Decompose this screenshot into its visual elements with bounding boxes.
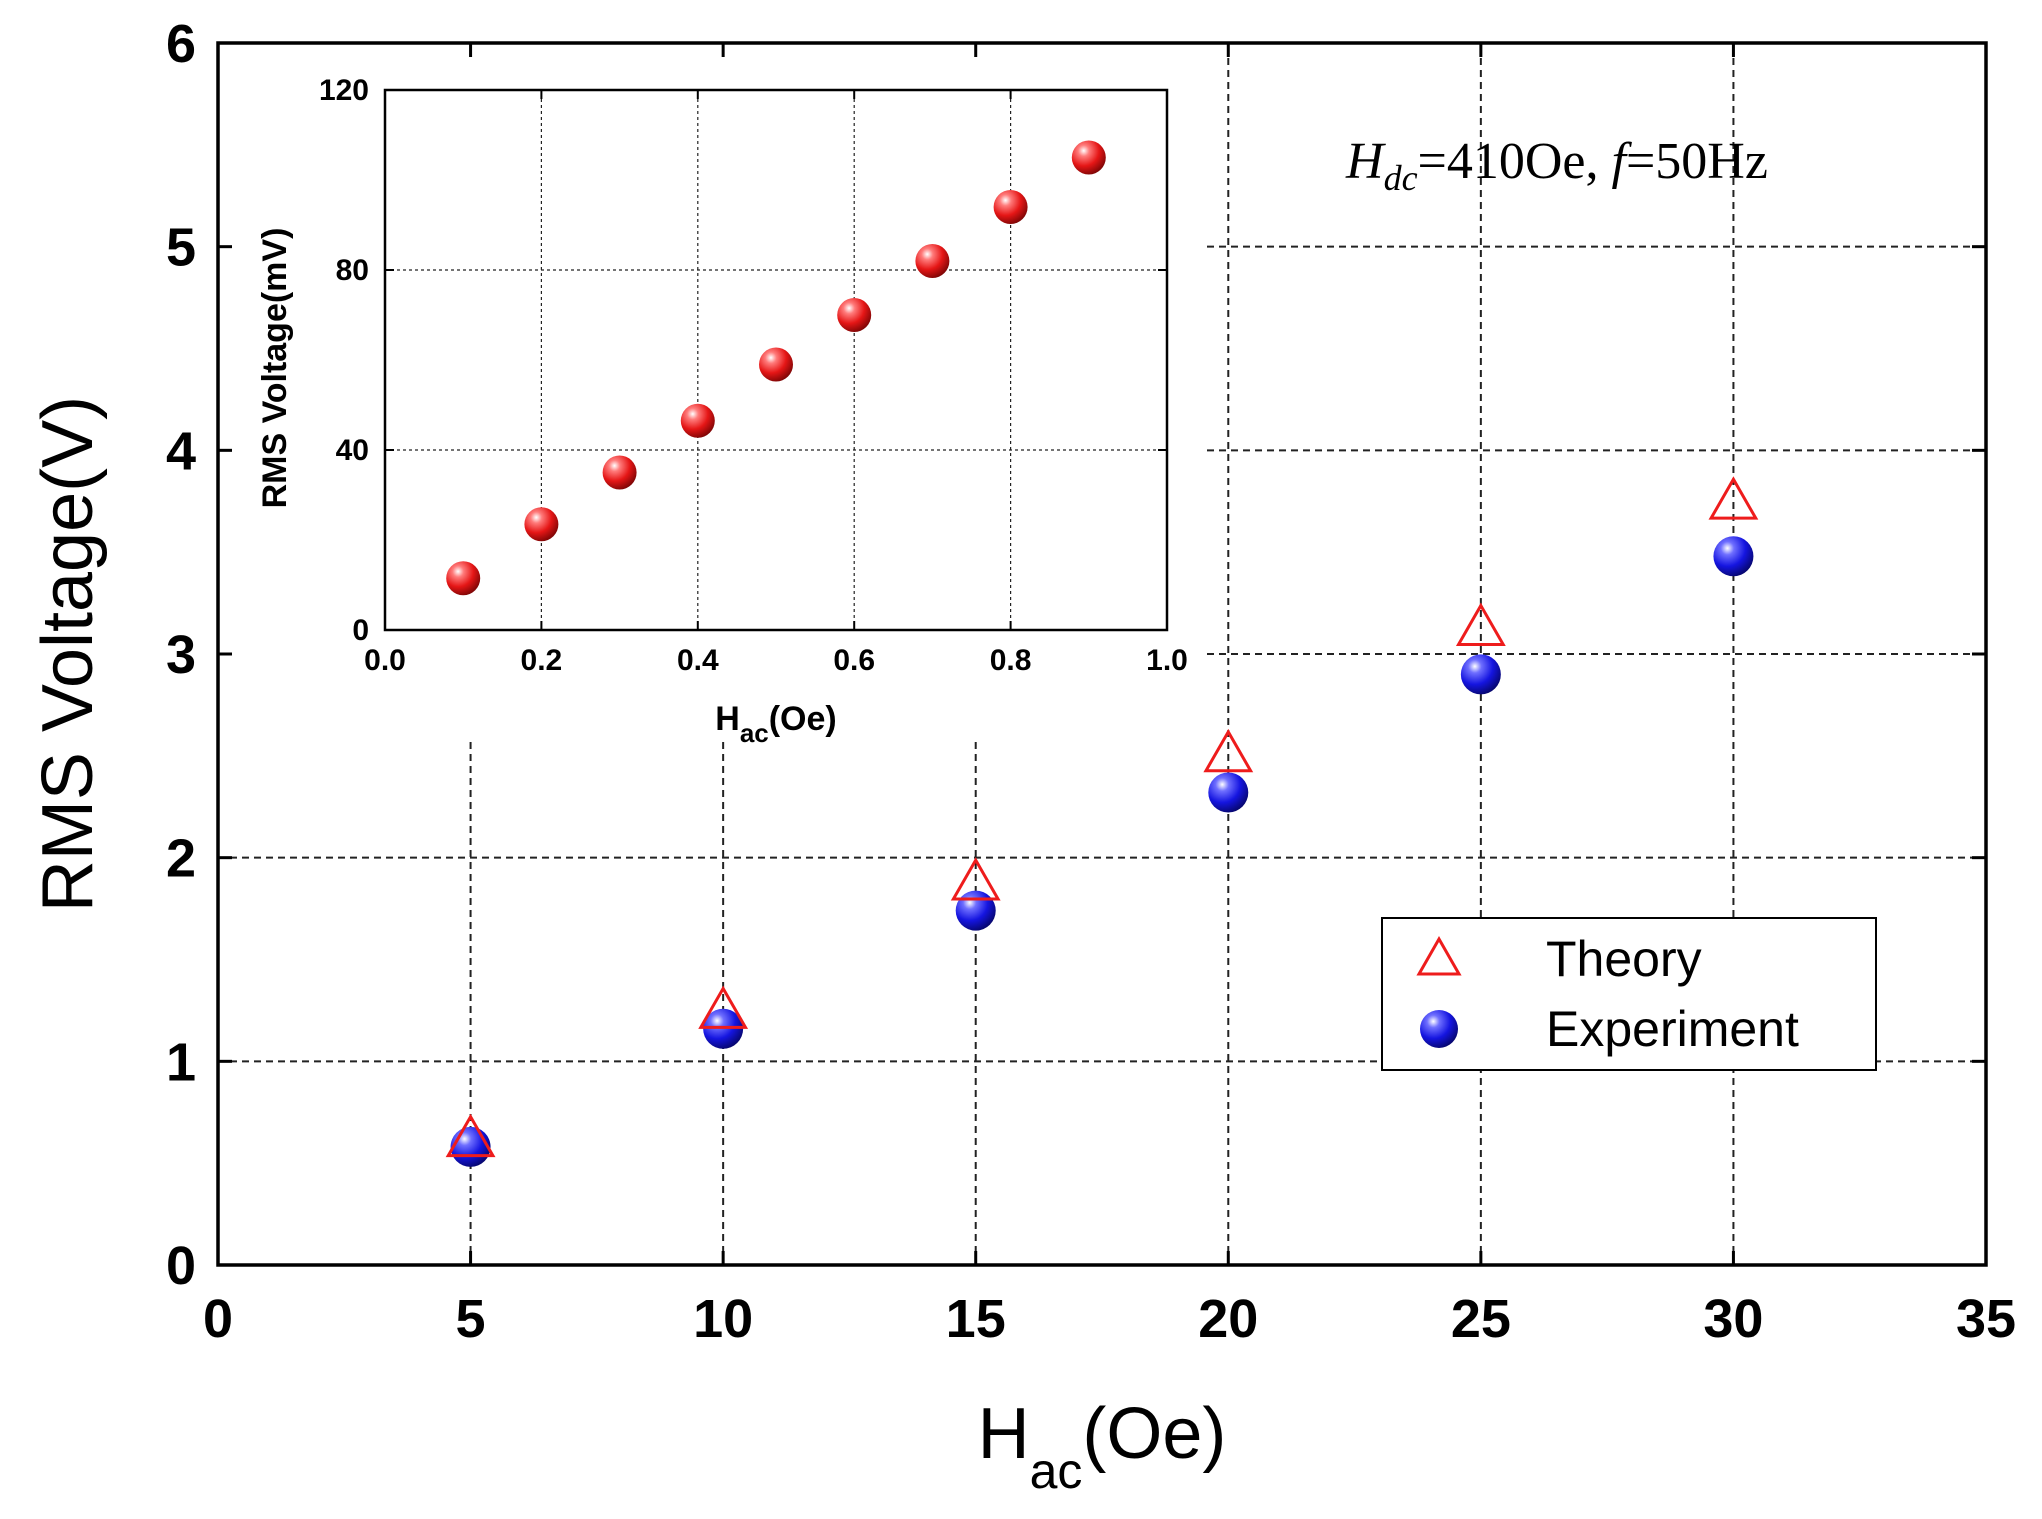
inset-plot-frame — [383, 88, 1169, 632]
inset-x-axis-title-h: H — [715, 700, 740, 738]
main-xtick-label-2: 10 — [693, 1289, 753, 1349]
main-x-axis-title-unit: (Oe) — [1082, 1394, 1226, 1474]
main-series0-point-1 — [698, 985, 749, 1029]
main-xtick-label-4: 20 — [1198, 1289, 1258, 1349]
main-x-axis-title-sub: ac — [1030, 1443, 1083, 1499]
inset-ticks: 0.0 0.2 0.4 0.6 0.8 1.0 0 40 80 120 — [319, 74, 1188, 677]
main-ytick-label-3: 3 — [166, 625, 196, 685]
main-ytick-label-6: 6 — [166, 14, 196, 74]
main-xtick-label-7: 35 — [1956, 1289, 2016, 1349]
inset-ytick-label-3: 120 — [319, 74, 369, 107]
inset-xtick-label-5: 1.0 — [1146, 644, 1188, 677]
main-ticks: 0 5 10 15 20 25 30 35 0 1 2 3 4 5 6 — [166, 14, 2016, 1349]
main-series0-point-4 — [1455, 602, 1506, 646]
inset-xtick-label-3: 0.6 — [833, 644, 875, 677]
inset-ytick-label-0: 0 — [352, 614, 369, 647]
inset-series0-point-2 — [602, 455, 637, 490]
main-y-axis-title: RMS Voltage(V) — [28, 396, 108, 912]
legend-box — [1381, 917, 1877, 1071]
main-series1-point-3 — [1208, 772, 1249, 813]
main-series1-point-0 — [450, 1126, 491, 1167]
inset-series0-point-3 — [680, 403, 715, 438]
inset-series0-point-5 — [837, 298, 872, 332]
condition-annotation: Hdc=410Oe, f=50Hz — [1345, 133, 1768, 198]
legend-experiment-marker — [1420, 1010, 1458, 1048]
main-series0-point-3 — [1203, 728, 1254, 773]
main-ytick-label-5: 5 — [166, 218, 196, 278]
main-xtick-label-0: 0 — [203, 1289, 233, 1349]
main-xtick-label-3: 15 — [946, 1289, 1006, 1349]
main-xtick-label-1: 5 — [456, 1289, 486, 1349]
main-series1-point-5 — [1713, 536, 1754, 577]
inset-x-axis-title-unit: (Oe) — [769, 700, 837, 738]
main-xtick-label-5: 25 — [1451, 1289, 1511, 1349]
inset-ytick-label-2: 80 — [336, 254, 369, 287]
legend-theory-label: Theory — [1546, 931, 1702, 987]
main-series1-point-2 — [955, 890, 996, 931]
main-points — [445, 476, 1759, 1167]
inset-x-axis-title-sub: ac — [740, 718, 769, 748]
inset-series0-point-0 — [446, 561, 481, 596]
annotation-h-value: =410Oe, — [1418, 133, 1612, 190]
inset-x-axis-title: Hac(Oe) — [715, 700, 836, 748]
legend-experiment-label: Experiment — [1546, 1001, 1799, 1057]
annotation-f-value: =50Hz — [1626, 133, 1768, 190]
inset-y-axis-title: RMS Voltage(mV) — [256, 228, 294, 509]
inset-xtick-label-2: 0.4 — [677, 644, 719, 677]
main-ytick-label-0: 0 — [166, 1236, 196, 1296]
main-xtick-label-6: 30 — [1703, 1289, 1763, 1349]
inset-points — [446, 140, 1106, 596]
main-ytick-label-4: 4 — [166, 421, 196, 481]
inset-series0-point-8 — [1071, 140, 1106, 175]
legend-theory-marker — [1416, 935, 1462, 976]
main-series0-point-2 — [950, 857, 1001, 901]
inset-xtick-label-1: 0.2 — [521, 644, 563, 677]
inset-series0-point-7 — [993, 190, 1028, 224]
inset-ytick-label-1: 40 — [336, 434, 369, 467]
main-x-axis-title: Hac(Oe) — [978, 1394, 1227, 1499]
annotation-h-sub: dc — [1384, 158, 1418, 198]
inset-series0-point-4 — [759, 347, 793, 382]
inset-series0-point-6 — [915, 244, 950, 278]
main-ytick-label-1: 1 — [166, 1032, 196, 1092]
main-series0-point-0 — [445, 1113, 496, 1158]
main-series0-point-5 — [1708, 476, 1759, 520]
annotation-h: H — [1345, 133, 1386, 190]
legend: Theory Experiment — [1381, 917, 1877, 1071]
inset-xtick-label-0: 0.0 — [364, 644, 406, 677]
main-grid — [218, 43, 1986, 1265]
inset-series0-point-1 — [524, 507, 559, 542]
main-series1-point-4 — [1460, 654, 1501, 695]
inset-xtick-label-4: 0.8 — [990, 644, 1032, 677]
main-ytick-label-2: 2 — [166, 829, 196, 889]
main-x-axis-title-h: H — [978, 1394, 1030, 1474]
